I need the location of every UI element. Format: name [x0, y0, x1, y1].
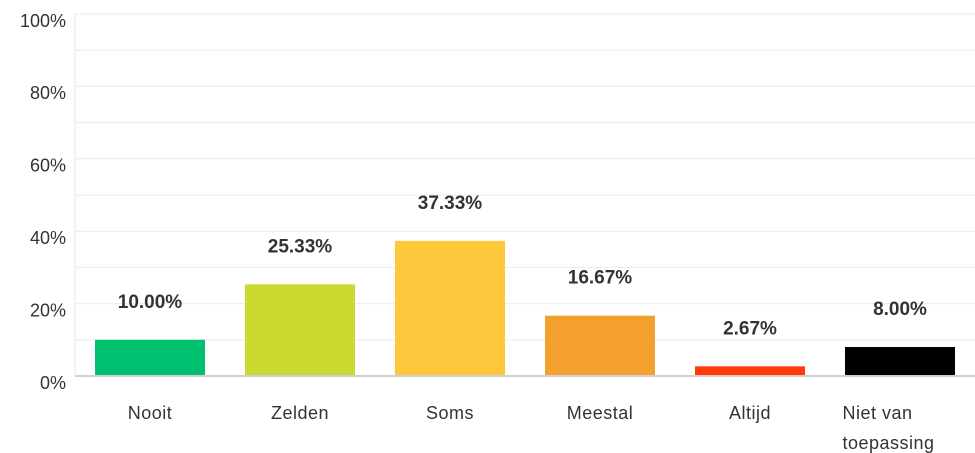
- value-label: 25.33%: [268, 236, 333, 257]
- x-tick-label-box: Zelden: [225, 398, 375, 428]
- x-tick-label-box: Altijd: [675, 398, 825, 428]
- x-tick-label: Nooit: [127, 403, 173, 423]
- value-label: 10.00%: [118, 292, 183, 313]
- value-label: 16.67%: [568, 268, 633, 289]
- x-tick-label: Soms: [425, 403, 474, 423]
- x-tick-label-box: Nooit: [75, 398, 225, 428]
- y-tick-label: 100%: [20, 11, 66, 31]
- y-tick-label: 40%: [30, 228, 66, 248]
- y-tick-label: 20%: [30, 300, 66, 320]
- value-label: 2.67%: [723, 318, 777, 339]
- x-tick-label-box: Meestal: [525, 398, 675, 428]
- bar: [695, 366, 805, 376]
- x-tick-label: Meestal: [566, 403, 634, 423]
- y-tick-label: 0%: [40, 373, 66, 393]
- value-label: 37.33%: [418, 193, 483, 214]
- x-tick-label: Niet van toepassing: [842, 403, 935, 453]
- bar: [845, 347, 955, 376]
- x-tick-label: Zelden: [270, 403, 330, 423]
- bar: [545, 315, 655, 376]
- x-tick-label-box: Niet van toepassing: [825, 398, 975, 453]
- y-tick-label: 80%: [30, 83, 66, 103]
- bar: [95, 339, 205, 376]
- bar: [395, 240, 505, 376]
- bar: [245, 284, 355, 376]
- value-label: 8.00%: [873, 299, 927, 320]
- x-tick-label: Altijd: [728, 403, 771, 423]
- x-tick-label-box: Soms: [375, 398, 525, 428]
- y-tick-label: 60%: [30, 156, 66, 176]
